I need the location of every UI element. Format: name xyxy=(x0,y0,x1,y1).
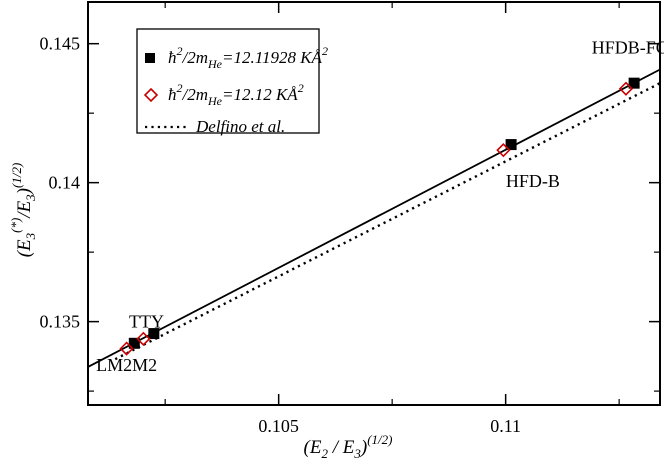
data-point-diamond xyxy=(119,341,134,356)
x-tick-label: 0.105 xyxy=(258,416,299,436)
point-annotation: HFDB-FCI1 xyxy=(592,37,664,57)
plot-frame xyxy=(87,1,661,406)
legend-item-exact: ħ2/2mHe=12.11928 KÅ2 xyxy=(145,44,328,71)
fit-line-solid xyxy=(88,68,660,368)
x-axis-label: (E2 / E3)(1/2) xyxy=(304,432,393,461)
legend-label-rounded: ħ2/2mHe=12.12 KÅ2 xyxy=(168,81,304,108)
point-annotation: LM2M2 xyxy=(96,355,157,375)
plot-content xyxy=(88,68,660,368)
legend-box xyxy=(136,28,320,134)
legend-label-exact: ħ2/2mHe=12.11928 KÅ2 xyxy=(168,44,328,71)
point-annotations: HFDB-FCI1 HFD-B TTY LM2M2 xyxy=(96,37,664,375)
legend-label-delfino: Delfino et al. xyxy=(195,117,285,136)
y-tick-label: 0.145 xyxy=(40,34,81,54)
x-tick-label: 0.11 xyxy=(490,416,521,436)
data-point-square xyxy=(128,337,140,349)
legend-marker-open-diamond xyxy=(143,87,159,103)
legend-marker-filled-square xyxy=(145,53,155,63)
legend: ħ2/2mHe=12.11928 KÅ2 ħ2/2mHe=12.12 KÅ2 D… xyxy=(136,28,328,136)
data-point-diamond xyxy=(618,81,634,96)
data-point-diamond xyxy=(136,331,151,346)
data-point-square xyxy=(148,328,160,340)
axis-ticks: 0.105 0.11 0.135 0.14 0.145 xyxy=(40,2,660,436)
data-point-diamond xyxy=(496,143,511,158)
point-annotation: TTY xyxy=(129,312,164,332)
point-annotation: HFD-B xyxy=(506,171,560,191)
legend-item-delfino: Delfino et al. xyxy=(145,117,285,136)
y-axis-label: (E3(*)/E3)(1/2) xyxy=(8,163,38,258)
y-tick-label: 0.135 xyxy=(40,312,81,332)
y-tick-label: 0.14 xyxy=(49,173,81,193)
data-point-square xyxy=(505,139,517,151)
legend-item-rounded: ħ2/2mHe=12.12 KÅ2 xyxy=(143,81,304,108)
data-point-square xyxy=(628,77,640,89)
